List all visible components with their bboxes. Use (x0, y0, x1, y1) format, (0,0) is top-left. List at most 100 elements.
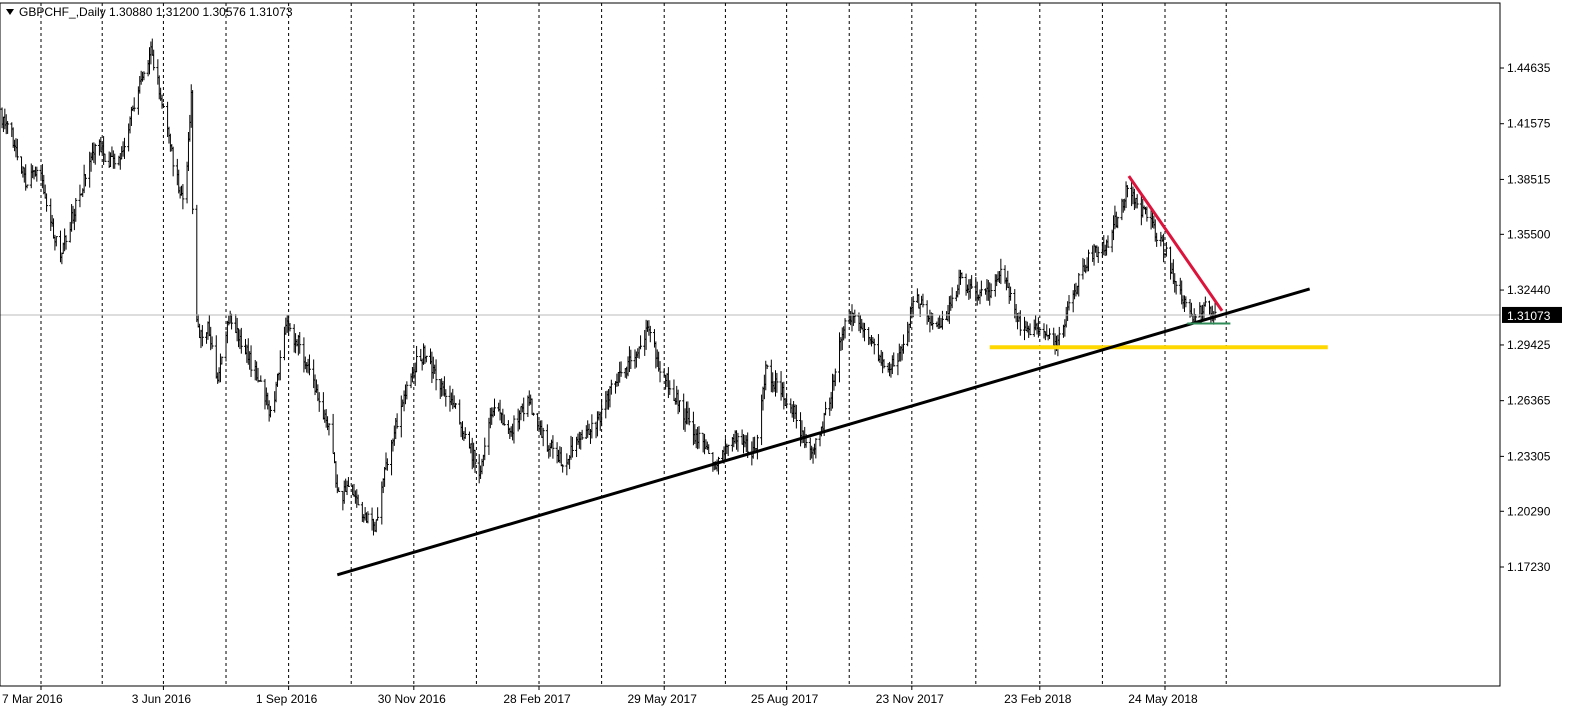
ohlc-bar (25, 184, 29, 189)
ohlc-bar (181, 184, 185, 210)
ohlc-bar (1106, 235, 1110, 248)
ohlc-bar (249, 345, 253, 377)
ohlc-bar (74, 198, 78, 222)
ohlc-bar (317, 392, 321, 412)
ohlc-values: 1.30880 1.31200 1.30576 1.31073 (109, 5, 293, 19)
ohlc-bar (259, 375, 263, 382)
ohlc-bar (405, 381, 409, 400)
ohlc-bar (230, 313, 234, 330)
x-tick-label: 25 Aug 2017 (751, 692, 819, 706)
x-tick-label: 7 Mar 2016 (2, 692, 63, 706)
symbol-name: GBPCHF_ (19, 5, 76, 19)
ohlc-bar (785, 393, 789, 409)
x-tick-label: 23 Nov 2017 (876, 692, 944, 706)
ohlc-bar (434, 359, 438, 391)
y-tick-label: 1.38515 (1507, 172, 1551, 186)
ohlc-bar (901, 334, 905, 354)
current-price-marker: 1.31073 (1502, 306, 1562, 323)
ohlc-bar (1028, 323, 1032, 336)
ohlc-bar (658, 361, 662, 383)
ohlc-bar (1086, 249, 1090, 272)
x-tick-label: 30 Nov 2016 (378, 692, 446, 706)
chart-header[interactable]: GBPCHF_,Daily 1.30880 1.31200 1.30576 1.… (6, 5, 293, 19)
ohlc-bar (356, 494, 360, 506)
x-tick-label: 24 May 2018 (1128, 692, 1198, 706)
ohlc-bar (629, 349, 633, 369)
ohlc-bar (502, 414, 506, 426)
dropdown-triangle-icon[interactable] (6, 9, 14, 15)
ohlc-bar (1077, 272, 1081, 297)
ohlc-bar (911, 296, 915, 318)
ohlc-bar (327, 423, 331, 436)
y-axis: 1.44635 1.41575 1.38515 1.35500 1.32440 1.294… (1500, 61, 1551, 574)
ohlc-bar (979, 280, 983, 297)
ohlc-bar (45, 193, 49, 212)
ohlc-bar (1145, 206, 1149, 222)
ohlc-bar (1203, 296, 1207, 307)
ohlc-bar (853, 309, 857, 324)
ohlc-bar (220, 356, 224, 365)
ohlc-bar (580, 429, 584, 440)
ohlc-bar (960, 272, 964, 279)
ohlc-bar (921, 293, 925, 308)
ohlc-bar (1096, 246, 1100, 263)
ohlc-bar (84, 174, 88, 187)
ohlc-bar (950, 287, 954, 309)
ohlc-bar (424, 355, 428, 363)
ohlc-bar (1135, 194, 1139, 209)
y-tick-label: 1.23305 (1507, 449, 1551, 463)
ohlc-bar (1125, 185, 1129, 198)
ohlc-bar (346, 477, 350, 487)
x-tick-label: 3 Jun 2016 (132, 692, 192, 706)
ohlc-bar (726, 444, 730, 457)
ohlc-bar (1184, 296, 1188, 308)
current-price-tag (1502, 306, 1562, 323)
ohlc-bar (152, 49, 156, 71)
ohlc-bar (103, 153, 107, 162)
y-tick-label: 1.41575 (1507, 117, 1551, 131)
ohlc-bar (590, 414, 594, 439)
ohlc-bar (483, 437, 487, 461)
y-tick-label: 1.32440 (1507, 283, 1551, 297)
ohlc-bar (463, 427, 467, 439)
ohlc-bar (35, 166, 39, 182)
ohlc-bar (132, 97, 136, 112)
ohlc-bar (833, 368, 837, 387)
ohlc-bar (872, 338, 876, 355)
y-tick-label: 1.17230 (1507, 560, 1551, 574)
ohlc-bar (269, 405, 273, 418)
ohlc-bar (736, 432, 740, 452)
ohlc-bar (200, 325, 204, 347)
ohlc-bar (882, 359, 886, 369)
ohlc-bar (93, 143, 97, 165)
ohlc-bar (999, 258, 1003, 285)
ohlc-bar (970, 275, 974, 289)
ohlc-bar (6, 120, 10, 134)
annotation-layer (0, 175, 1500, 577)
ohlc-bar (444, 389, 448, 407)
ohlc-bar (113, 153, 117, 169)
ohlc-bar (843, 318, 847, 339)
ohlc-bar (668, 380, 672, 395)
ohlc-bar (454, 402, 458, 409)
y-tick-label: 1.26365 (1507, 394, 1551, 408)
ohlc-bar (1155, 232, 1159, 247)
ohlc-bar (863, 322, 867, 342)
ohlc-bar (415, 345, 419, 373)
ohlc-bar (1038, 328, 1042, 334)
ohlc-bar (142, 71, 146, 81)
ohlc-bar (814, 438, 818, 459)
ohlc-bar (794, 404, 798, 429)
ohlc-bar (824, 401, 828, 416)
svg-text:GBPCHF_,Daily 1.30880 1.31200: GBPCHF_,Daily 1.30880 1.31200 1.30576 1.… (19, 5, 293, 19)
timeframe-label: Daily (79, 5, 106, 19)
ohlc-bar (161, 103, 165, 108)
x-tick-label: 1 Sep 2016 (256, 692, 318, 706)
ohlc-bar (531, 412, 535, 416)
ohlc-bar (337, 487, 341, 492)
ohlc-bar (755, 434, 759, 460)
y-tick-label: 1.35500 (1507, 227, 1551, 241)
x-axis: 7 Mar 2016 3 Jun 2016 1 Sep 2016 30 Nov 201… (2, 686, 1198, 706)
